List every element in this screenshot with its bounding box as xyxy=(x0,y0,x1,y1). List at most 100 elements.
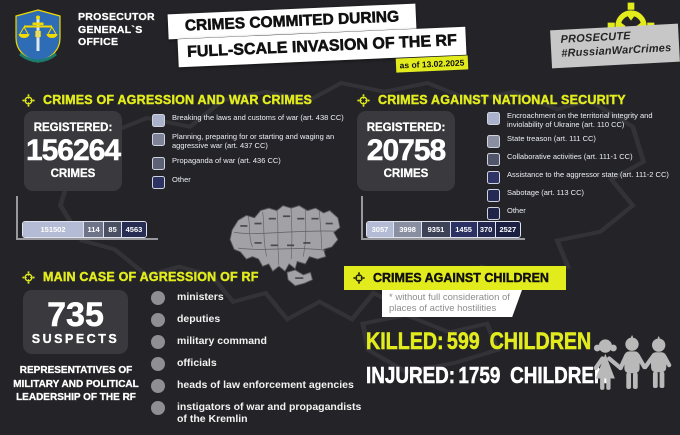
war-crimes-bar: 151502 114 85 4563 xyxy=(22,221,147,238)
legend-swatch xyxy=(152,114,165,127)
section-heading-children: CRIMES AGAINST CHILDREN xyxy=(344,266,566,290)
bar-segment: 151502 xyxy=(23,222,83,237)
national-security-legend: Encroachment on the territorial integrit… xyxy=(487,111,680,220)
war-crimes-legend: Breaking the laws and customs of war (ar… xyxy=(152,113,344,189)
crosshair-icon xyxy=(353,272,365,284)
legend-swatch xyxy=(487,134,500,148)
legend-label: Other xyxy=(507,205,526,215)
legend-swatch xyxy=(487,112,500,125)
registered-label: REGISTERED: xyxy=(33,122,113,134)
legend-label: Assistance to the aggressor state (art. … xyxy=(507,169,669,179)
trident-icon xyxy=(35,31,37,37)
ukraine-map xyxy=(229,205,341,287)
bar-segment: 370 xyxy=(476,222,495,237)
crosshair-icon xyxy=(357,93,370,107)
list-item-label: instigators of war and propagandists of … xyxy=(177,401,362,425)
suspects-box: 735 SUSPECTS xyxy=(23,290,128,354)
registered-box-national-security: REGISTERED: 20758 CRIMES xyxy=(357,111,455,191)
legend-swatch xyxy=(152,156,165,170)
legend-item: Sabotage (art. 113 CC) xyxy=(487,187,680,202)
injured-label: INJURED: xyxy=(366,362,456,389)
legend-item: Encroachment on the territorial integrit… xyxy=(487,111,680,130)
region-labels xyxy=(240,215,333,279)
registered-unit: CRIMES xyxy=(50,168,96,180)
legend-label: Planning, preparing for or starting and … xyxy=(172,132,335,150)
bar-segment: 85 xyxy=(103,222,121,237)
killed-value: 599 xyxy=(446,328,480,356)
national-security-bar: 3057 3998 9351 1455 370 2527 xyxy=(366,221,521,238)
legend-label: Other xyxy=(172,174,191,184)
heading-label: MAIN CASE OF AGRESSION OF RF xyxy=(43,270,259,284)
legend-label: State treason (art. 111 CC) xyxy=(507,133,596,143)
killed-stat: KILLED: 599 CHILDREN xyxy=(366,328,592,356)
heading-label: CRIMES AGAINST NATIONAL SECURITY xyxy=(378,93,626,107)
list-item: officials xyxy=(151,357,363,371)
list-item-label: deputies xyxy=(177,313,221,325)
bar-segment: 9351 xyxy=(421,222,450,237)
registered-label: REGISTERED: xyxy=(366,122,446,134)
registered-unit: CRIMES xyxy=(383,168,429,180)
bullet-icon xyxy=(151,335,165,349)
heading-label: CRIMES AGAINST CHILDREN xyxy=(373,271,549,285)
injured-stat: INJURED: 1759 CHILDREN xyxy=(366,362,608,389)
prosecutor-office-logo xyxy=(15,9,61,63)
legend-item: Other xyxy=(152,174,344,189)
bar-segment: 4563 xyxy=(120,222,146,237)
bullet-icon xyxy=(151,291,165,305)
bullet-icon xyxy=(151,357,165,371)
injured-value: 1759 xyxy=(458,362,501,389)
registered-box-war-crimes: REGISTERED: 156264 CRIMES xyxy=(24,111,122,191)
heading-label: CRIMES OF AGRESSION AND WAR CRIMES xyxy=(43,93,313,107)
list-item: instigators of war and propagandists of … xyxy=(151,401,363,425)
legend-item: Collaborative activities (art. 111-1 CC) xyxy=(487,151,680,166)
section-heading-war-crimes: CRIMES OF AGRESSION AND WAR CRIMES xyxy=(22,93,312,107)
axis-bracket xyxy=(361,196,525,240)
suspects-total: 735 xyxy=(47,295,104,334)
suspects-unit: SUSPECTS xyxy=(31,331,120,346)
children-footnote: * without full consideration of places o… xyxy=(382,290,522,317)
legend-label: Sabotage (art. 113 CC) xyxy=(507,187,584,197)
legend-item: State treason (art. 111 CC) xyxy=(487,133,680,148)
list-item: ministers xyxy=(151,291,363,305)
bullet-icon xyxy=(151,401,165,415)
bar-segment: 1455 xyxy=(449,222,477,237)
registered-total: 156264 xyxy=(25,134,122,167)
legend-label: Encroachment on the territorial integrit… xyxy=(507,111,653,129)
bar-segment: 3057 xyxy=(367,222,393,237)
children-figures-icon xyxy=(593,335,672,390)
list-item-label: officials xyxy=(177,357,217,369)
list-item-label: ministers xyxy=(177,291,224,303)
legend-label: Breaking the laws and customs of war (ar… xyxy=(172,113,344,122)
legend-swatch xyxy=(487,170,500,184)
crosshair-icon xyxy=(22,93,35,107)
org-name: PROSECUTOR GENERAL`S OFFICE xyxy=(78,11,155,48)
list-item-label: military command xyxy=(177,335,267,347)
killed-unit: CHILDREN xyxy=(489,328,592,356)
bullet-icon xyxy=(151,313,165,327)
legend-swatch xyxy=(487,188,500,202)
suspects-list: ministers deputies military command officia… xyxy=(151,291,363,425)
legend-swatch xyxy=(152,133,165,146)
campaign-banner: PROSECUTE #RussianWarCrimes xyxy=(550,23,680,69)
killed-label: KILLED: xyxy=(366,328,444,356)
legend-label: Propaganda of war (art. 436 CC) xyxy=(172,155,281,165)
region-borders xyxy=(234,208,336,266)
bullet-icon xyxy=(151,379,165,393)
legend-item: Assistance to the aggressor state (art. … xyxy=(487,169,680,184)
bar-segment: 3998 xyxy=(392,222,422,237)
axis-bracket xyxy=(16,196,158,240)
legend-swatch xyxy=(487,152,500,166)
legend-swatch xyxy=(152,175,165,189)
legend-item: Propaganda of war (art. 436 CC) xyxy=(152,155,344,170)
list-item: deputies xyxy=(151,313,363,327)
suspects-note: REPRESENTATIVES OF MILITARY AND POLITICA… xyxy=(13,365,139,403)
list-item: military command xyxy=(151,335,363,349)
legend-item: Breaking the laws and customs of war (ar… xyxy=(152,113,344,127)
section-heading-national-security: CRIMES AGAINST NATIONAL SECURITY xyxy=(357,93,626,107)
injured-unit: CHILDREN xyxy=(510,362,608,389)
legend-item: Planning, preparing for or starting and … xyxy=(152,132,344,151)
section-heading-main-case: MAIN CASE OF AGRESSION OF RF xyxy=(22,270,259,284)
registered-total: 20758 xyxy=(366,134,447,167)
legend-label: Collaborative activities (art. 111-1 CC) xyxy=(507,151,633,161)
